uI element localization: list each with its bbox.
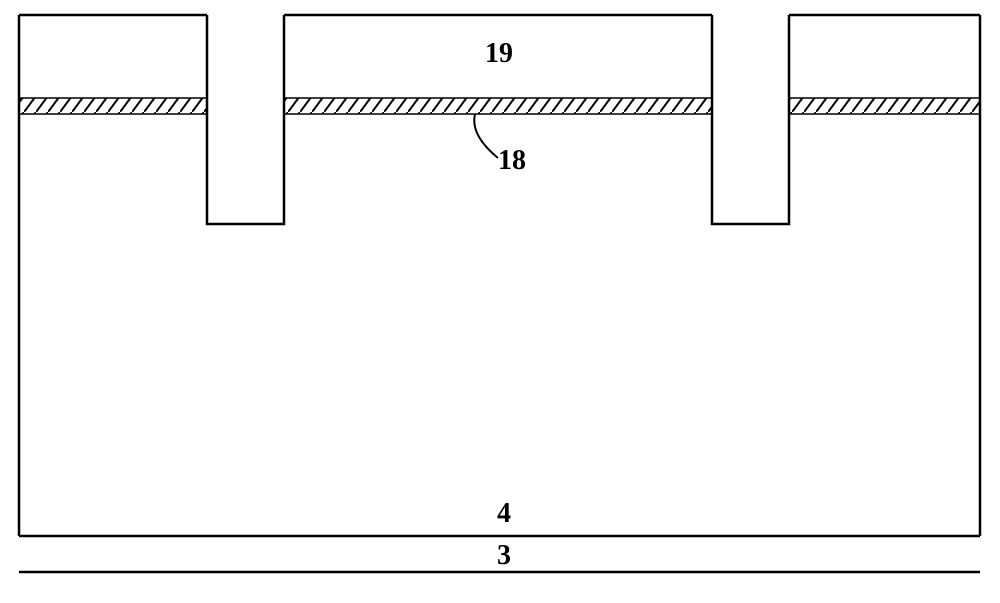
leader-line-18 xyxy=(474,114,498,158)
trench-left xyxy=(207,15,284,224)
label-4: 4 xyxy=(497,498,511,530)
hatched-layer xyxy=(19,98,980,114)
outer-boundary xyxy=(19,15,980,536)
label-19: 19 xyxy=(485,38,513,70)
label-3: 3 xyxy=(497,540,511,572)
hatch-seg-mid xyxy=(284,98,712,114)
hatch-seg-right xyxy=(789,98,980,114)
label-18: 18 xyxy=(498,145,526,177)
hatch-seg-left xyxy=(19,98,207,114)
trench-right xyxy=(712,15,789,224)
